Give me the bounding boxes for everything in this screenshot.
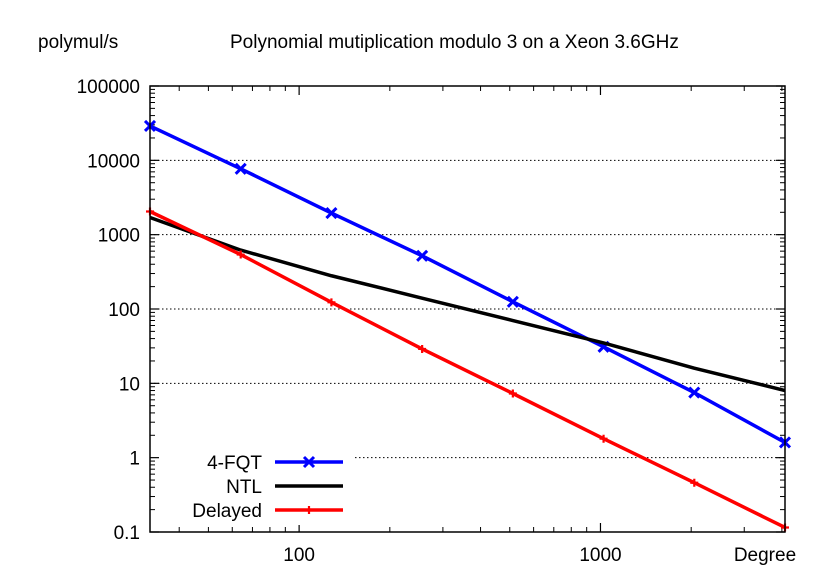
x-tick-label: 100 xyxy=(283,545,315,566)
y-tick-label: 100000 xyxy=(77,77,140,98)
data-point-4-fqt xyxy=(325,207,338,220)
legend: 4-FQT NTL Delayed xyxy=(160,445,352,525)
y-axis-label: polymul/s xyxy=(38,32,118,53)
data-point-delayed xyxy=(327,298,336,307)
chart-title: Polynomial mutiplication modulo 3 on a X… xyxy=(230,32,679,53)
legend-marker-4-fqt xyxy=(302,455,316,469)
y-ticks: 0.1 1 10 100 1000 10000 100000 xyxy=(77,77,785,544)
y-tick-label: 1000 xyxy=(98,226,140,247)
series-line-delayed xyxy=(149,209,786,530)
data-point-4-fqt xyxy=(416,249,429,262)
series-4-fqt xyxy=(143,119,792,449)
series-ntl xyxy=(149,215,786,393)
series-delayed xyxy=(146,207,789,532)
series-line-4-fqt xyxy=(149,124,786,445)
data-point-delayed xyxy=(236,250,245,259)
data-point-delayed xyxy=(418,344,427,353)
series-layer xyxy=(143,119,792,532)
data-point-delayed xyxy=(690,478,699,487)
series-line-ntl xyxy=(149,215,786,393)
x-ticks: 100 1000 xyxy=(178,86,783,566)
data-point-4-fqt xyxy=(506,295,519,308)
y-tick-label: 0.1 xyxy=(114,523,140,544)
legend-label-ntl: NTL xyxy=(226,477,262,498)
y-tick-label: 100 xyxy=(108,300,140,321)
x-tick-label: 1000 xyxy=(579,545,621,566)
data-point-delayed xyxy=(599,434,608,443)
y-tick-label: 1 xyxy=(129,449,140,470)
x-axis-label: Degree xyxy=(734,545,796,566)
legend-label-4-fqt: 4-FQT xyxy=(207,453,262,474)
legend-marker-delayed xyxy=(305,506,313,514)
data-point-4-fqt xyxy=(234,162,247,175)
y-tick-label: 10000 xyxy=(87,151,140,172)
data-point-delayed xyxy=(508,389,517,398)
data-point-4-fqt xyxy=(688,386,701,399)
legend-label-delayed: Delayed xyxy=(192,501,262,522)
plot-frame xyxy=(149,85,786,533)
y-tick-label: 10 xyxy=(119,374,140,395)
